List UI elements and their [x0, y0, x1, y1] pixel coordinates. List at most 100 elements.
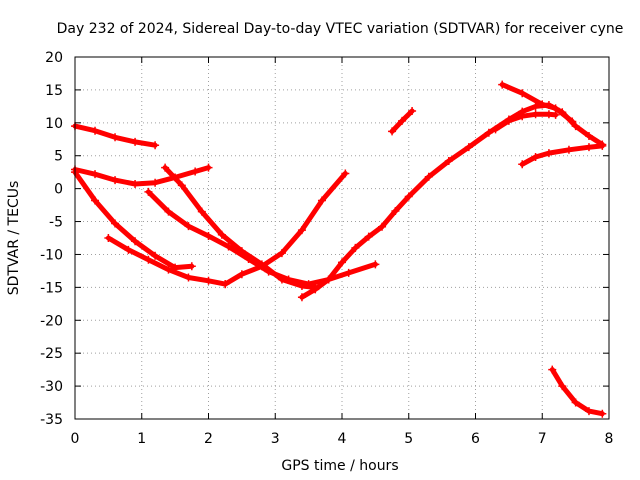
- x-tick-label: 6: [471, 431, 480, 447]
- series-track-8: [299, 102, 605, 300]
- data-point: [548, 365, 557, 374]
- data-point: [404, 192, 413, 201]
- y-tick-label: -20: [40, 313, 63, 329]
- data-point: [317, 196, 326, 205]
- data-point: [531, 102, 540, 111]
- data-point: [598, 409, 607, 418]
- data-point: [518, 112, 527, 121]
- data-point: [297, 293, 306, 302]
- data-point: [104, 234, 113, 242]
- data-point: [277, 249, 286, 258]
- data-point: [398, 116, 407, 125]
- data-point: [111, 133, 120, 142]
- data-point: [284, 275, 293, 284]
- data-point: [444, 156, 453, 165]
- series-track-7: [222, 171, 348, 287]
- x-tick-label: 1: [137, 431, 146, 447]
- data-point: [388, 127, 397, 136]
- data-point: [408, 106, 417, 115]
- x-tick-label: 2: [204, 431, 213, 447]
- data-point: [191, 167, 200, 176]
- series-layer: [71, 80, 607, 418]
- data-point: [224, 242, 233, 251]
- data-point: [161, 163, 170, 172]
- data-point: [518, 89, 527, 98]
- data-point: [144, 255, 153, 264]
- data-point: [184, 222, 193, 231]
- data-point: [551, 110, 560, 119]
- y-tick-label: 15: [45, 83, 63, 99]
- data-point: [164, 207, 173, 216]
- data-point: [151, 251, 160, 260]
- y-tick-label: -30: [40, 379, 63, 395]
- data-point: [151, 141, 160, 150]
- data-point: [237, 270, 246, 279]
- data-point: [538, 100, 547, 109]
- data-point: [177, 181, 186, 190]
- series-track-2: [72, 165, 211, 187]
- series-track-12: [519, 143, 605, 167]
- data-point: [584, 131, 593, 140]
- data-point: [584, 143, 593, 152]
- data-point: [221, 280, 230, 289]
- data-point: [484, 128, 493, 137]
- data-point: [351, 243, 360, 252]
- data-point: [131, 180, 140, 189]
- data-point: [197, 207, 206, 216]
- data-point: [324, 275, 333, 284]
- data-point: [341, 169, 350, 178]
- data-point: [204, 163, 213, 172]
- data-point: [518, 160, 527, 169]
- data-point: [304, 280, 313, 289]
- x-tick-label: 4: [338, 431, 347, 447]
- data-point: [91, 170, 100, 179]
- data-point: [544, 149, 553, 158]
- y-tick-label: -15: [40, 280, 63, 296]
- data-point: [564, 145, 573, 154]
- data-point: [531, 110, 540, 119]
- data-point: [131, 237, 140, 246]
- data-point: [311, 285, 320, 294]
- x-axis-label: GPS time / hours: [281, 458, 398, 474]
- data-point: [378, 222, 387, 231]
- y-tick-label: -10: [40, 247, 63, 263]
- data-point: [91, 196, 100, 205]
- data-point: [558, 382, 567, 391]
- data-point: [338, 258, 346, 267]
- y-axis-label: SDTVAR / TECUs: [6, 181, 22, 296]
- data-point: [424, 172, 433, 181]
- y-tick-label: 5: [54, 149, 63, 165]
- data-point: [297, 226, 306, 235]
- data-point: [584, 407, 593, 416]
- data-point: [111, 176, 120, 185]
- y-tick-label: 0: [54, 182, 63, 198]
- data-point: [571, 122, 580, 131]
- data-point: [568, 117, 577, 126]
- x-tick-label: 7: [538, 431, 547, 447]
- data-point: [164, 265, 173, 274]
- y-tick-label: 20: [45, 50, 63, 66]
- data-point: [531, 153, 540, 162]
- ticks: 0 1 2 3 4 5 6 7 8 -35 -30 -25 -20 -15 -10 -5 0 5 10 15 20: [40, 50, 613, 447]
- data-point: [264, 267, 273, 276]
- data-point: [371, 260, 380, 269]
- y-tick-label: -25: [40, 346, 63, 362]
- chart-title: Day 232 of 2024, Sidereal Day-to-day VTE…: [57, 21, 624, 37]
- data-point: [571, 398, 580, 407]
- data-point: [498, 80, 507, 89]
- data-point: [464, 143, 473, 152]
- x-tick-label: 0: [71, 431, 80, 447]
- data-point: [187, 262, 196, 271]
- x-tick-label: 5: [404, 431, 413, 447]
- data-point: [151, 178, 160, 187]
- series-track-13: [549, 367, 605, 417]
- data-point: [364, 232, 373, 241]
- data-point: [504, 116, 513, 125]
- data-point: [124, 245, 133, 254]
- data-point: [217, 230, 226, 239]
- data-point: [544, 110, 553, 119]
- data-point: [391, 207, 400, 216]
- data-point: [111, 219, 120, 228]
- data-point: [184, 273, 193, 282]
